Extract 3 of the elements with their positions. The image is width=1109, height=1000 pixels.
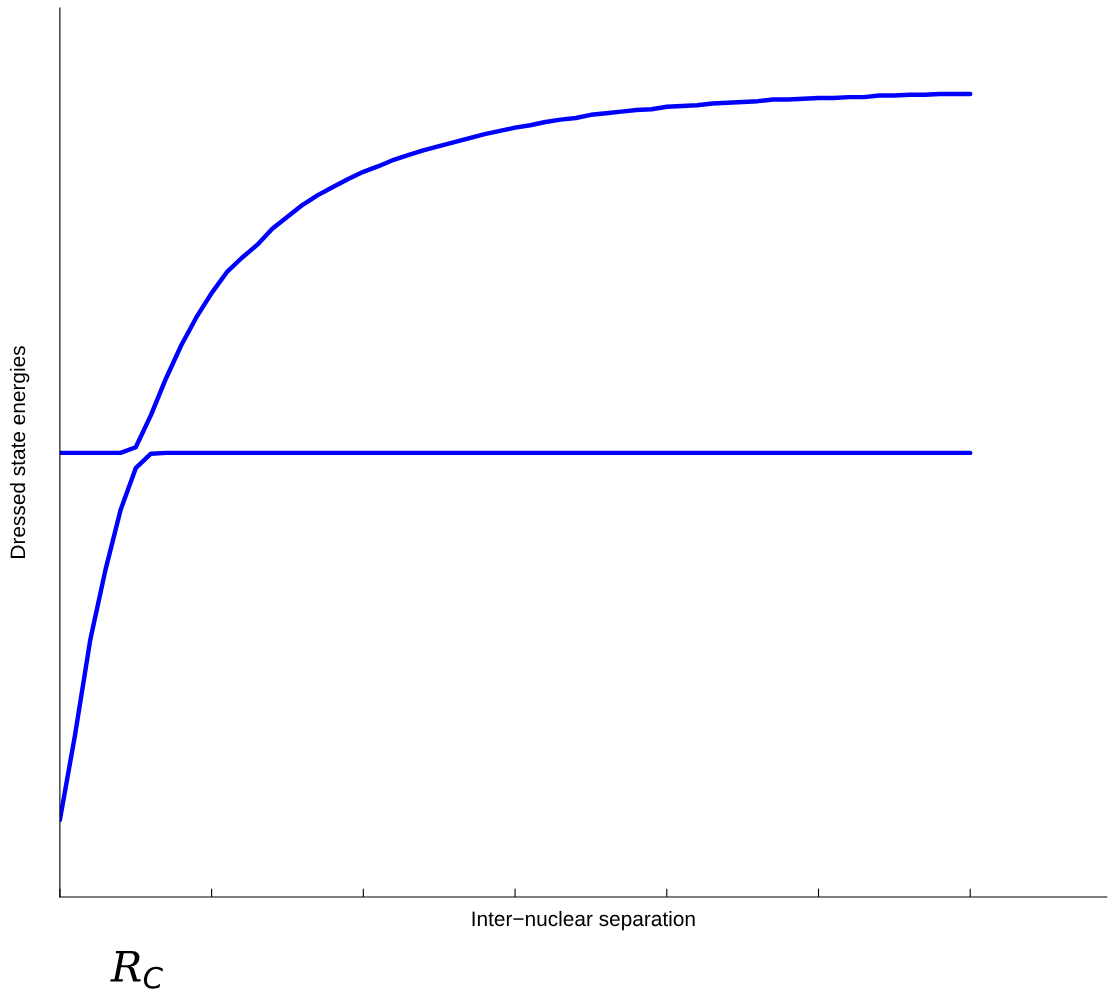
text: R$_{C}$ (110, 951, 163, 989)
x-axis-title: Inter−nuclear separation (472, 910, 695, 931)
y-axis-title: Dressed state energies (9, 346, 30, 558)
